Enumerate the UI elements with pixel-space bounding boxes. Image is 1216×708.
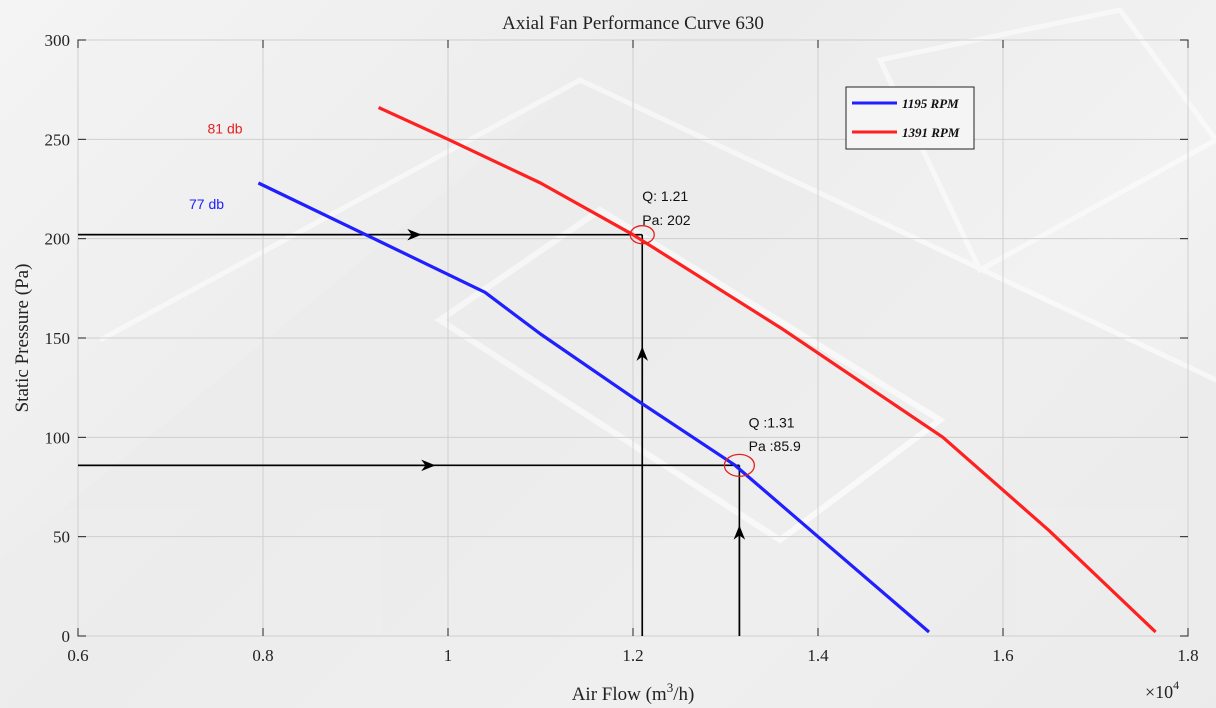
x-axis-multiplier: ×104 [1145,678,1179,702]
y-tick-label: 250 [45,130,71,149]
y-tick-label: 100 [45,428,71,447]
y-tick-label: 150 [45,329,71,348]
x-tick-label: 1.6 [992,646,1013,665]
series-layer [257,106,1157,634]
x-axis-ticks: 0.6 0.8 1 1.2 1.4 1.6 1.8 [67,40,1199,665]
x-tick-label: 0.6 [67,646,88,665]
background-decoration [0,7,1216,708]
x-tick-label: 1.8 [1177,646,1198,665]
legend-box [845,86,975,150]
legend-label-1195: 1195 RPM [902,96,959,111]
y-tick-label: 0 [62,627,71,646]
annotation-q-1.21: Q: 1.21 [642,188,688,204]
series-line-1391-rpm [377,106,1157,634]
series-line-1195-rpm [257,181,931,634]
x-axis-label: Air Flow (m3/h) [572,680,695,705]
legend: 1195 RPM 1391 RPM [845,86,975,150]
annotation-pa-202: Pa: 202 [642,212,690,228]
x-tick-label: 1 [444,646,453,665]
y-axis-label: Static Pressure (Pa) [12,264,33,413]
annotation-q-1.31: Q :1.31 [749,414,795,430]
annotation-pa-85.9: Pa :85.9 [749,438,801,454]
annotation-77-db: 77 db [189,196,224,212]
x-tick-label: 1.2 [622,646,643,665]
guide-lines [78,228,746,636]
y-axis-ticks: 0 50 100 150 200 250 300 [45,31,1188,646]
chart-title: Axial Fan Performance Curve 630 [502,13,764,34]
highlight-circle [723,453,756,477]
x-tick-label: 0.8 [252,646,273,665]
y-tick-label: 200 [45,230,71,249]
y-tick-label: 300 [45,31,71,50]
y-tick-label: 50 [53,528,70,547]
annotations: 77 db 81 db Q: 1.21 Pa: 202 Q :1.31 Pa :85.9 [189,120,801,454]
highlight-markers [629,225,756,477]
legend-label-1391: 1391 RPM [902,125,960,140]
x-tick-label: 1.4 [807,646,829,665]
highlight-circle [629,225,655,245]
annotation-81-db: 81 db [208,120,243,136]
